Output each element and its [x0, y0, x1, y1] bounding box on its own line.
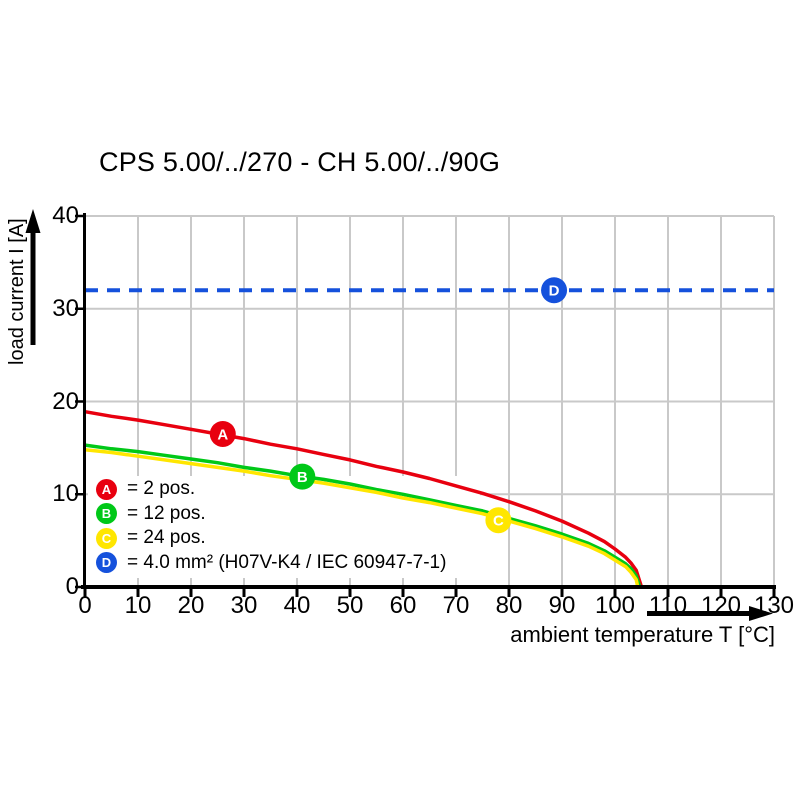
marker-b-letter: B: [297, 469, 308, 486]
legend-label-b: = 12 pos.: [127, 502, 206, 524]
x-tick-label: 120: [700, 592, 742, 619]
x-tick-label: 0: [78, 592, 92, 619]
legend-marker-c-icon: C: [96, 527, 117, 549]
y-axis-title: load current I [A]: [6, 218, 28, 365]
x-tick-label: 70: [442, 592, 470, 619]
legend-row-b: B = 12 pos.: [96, 502, 446, 527]
y-tick-label: 10: [52, 480, 79, 508]
x-tick-label: 100: [594, 592, 636, 619]
y-tick-label: 0: [65, 573, 79, 600]
legend-label-d: = 4.0 mm² (H07V-K4 / IEC 60947-7-1): [127, 551, 447, 573]
curve-c: [83, 447, 640, 589]
marker-a-icon: [209, 420, 236, 447]
y-tick-label: 20: [52, 387, 79, 415]
x-axis-title: ambient temperature T [°C]: [510, 622, 775, 647]
y-axis-arrow-head: [25, 209, 41, 233]
marker-d-icon: [541, 277, 568, 304]
x-tick-label: 40: [283, 592, 311, 619]
legend-row-d: D = 4.0 mm² (H07V-K4 / IEC 60947-7-1): [96, 551, 446, 576]
marker-c-letter: C: [493, 513, 504, 530]
x-tick-label: 90: [548, 592, 576, 619]
x-tick-label: 80: [495, 592, 523, 619]
x-tick-label: 130: [753, 592, 795, 619]
marker-d-letter: D: [549, 283, 560, 300]
y-tick-label: 40: [52, 202, 79, 229]
legend-backdrop: [88, 476, 480, 578]
legend-marker-b-icon: B: [96, 503, 117, 525]
x-tick-label: 110: [648, 592, 688, 619]
curve-b: [83, 443, 642, 589]
marker-b-icon: [289, 463, 316, 490]
chart-title: CPS 5.00/../270 - CH 5.00/../90G: [99, 147, 501, 177]
x-axis-arrow-head: [749, 606, 773, 621]
legend-label-c: = 24 pos.: [127, 527, 206, 549]
marker-a-letter: A: [217, 426, 228, 443]
legend-row-c: C = 24 pos.: [96, 526, 446, 551]
y-tick-label: 30: [52, 294, 79, 322]
x-tick-label: 10: [124, 592, 152, 619]
legend-label-a: = 2 pos.: [127, 478, 196, 500]
x-tick-label: 20: [177, 592, 205, 619]
legend-row-a: A = 2 pos.: [96, 477, 446, 502]
marker-c-icon: [485, 507, 512, 534]
x-tick-label: 60: [389, 592, 417, 619]
legend: A = 2 pos. B = 12 pos. C = 24 pos. D = 4…: [96, 477, 446, 575]
x-tick-label: 30: [230, 592, 258, 619]
curve-a: [83, 409, 644, 589]
legend-marker-a-icon: A: [96, 478, 117, 500]
legend-marker-d-icon: D: [96, 552, 117, 574]
x-tick-label: 50: [336, 592, 364, 619]
